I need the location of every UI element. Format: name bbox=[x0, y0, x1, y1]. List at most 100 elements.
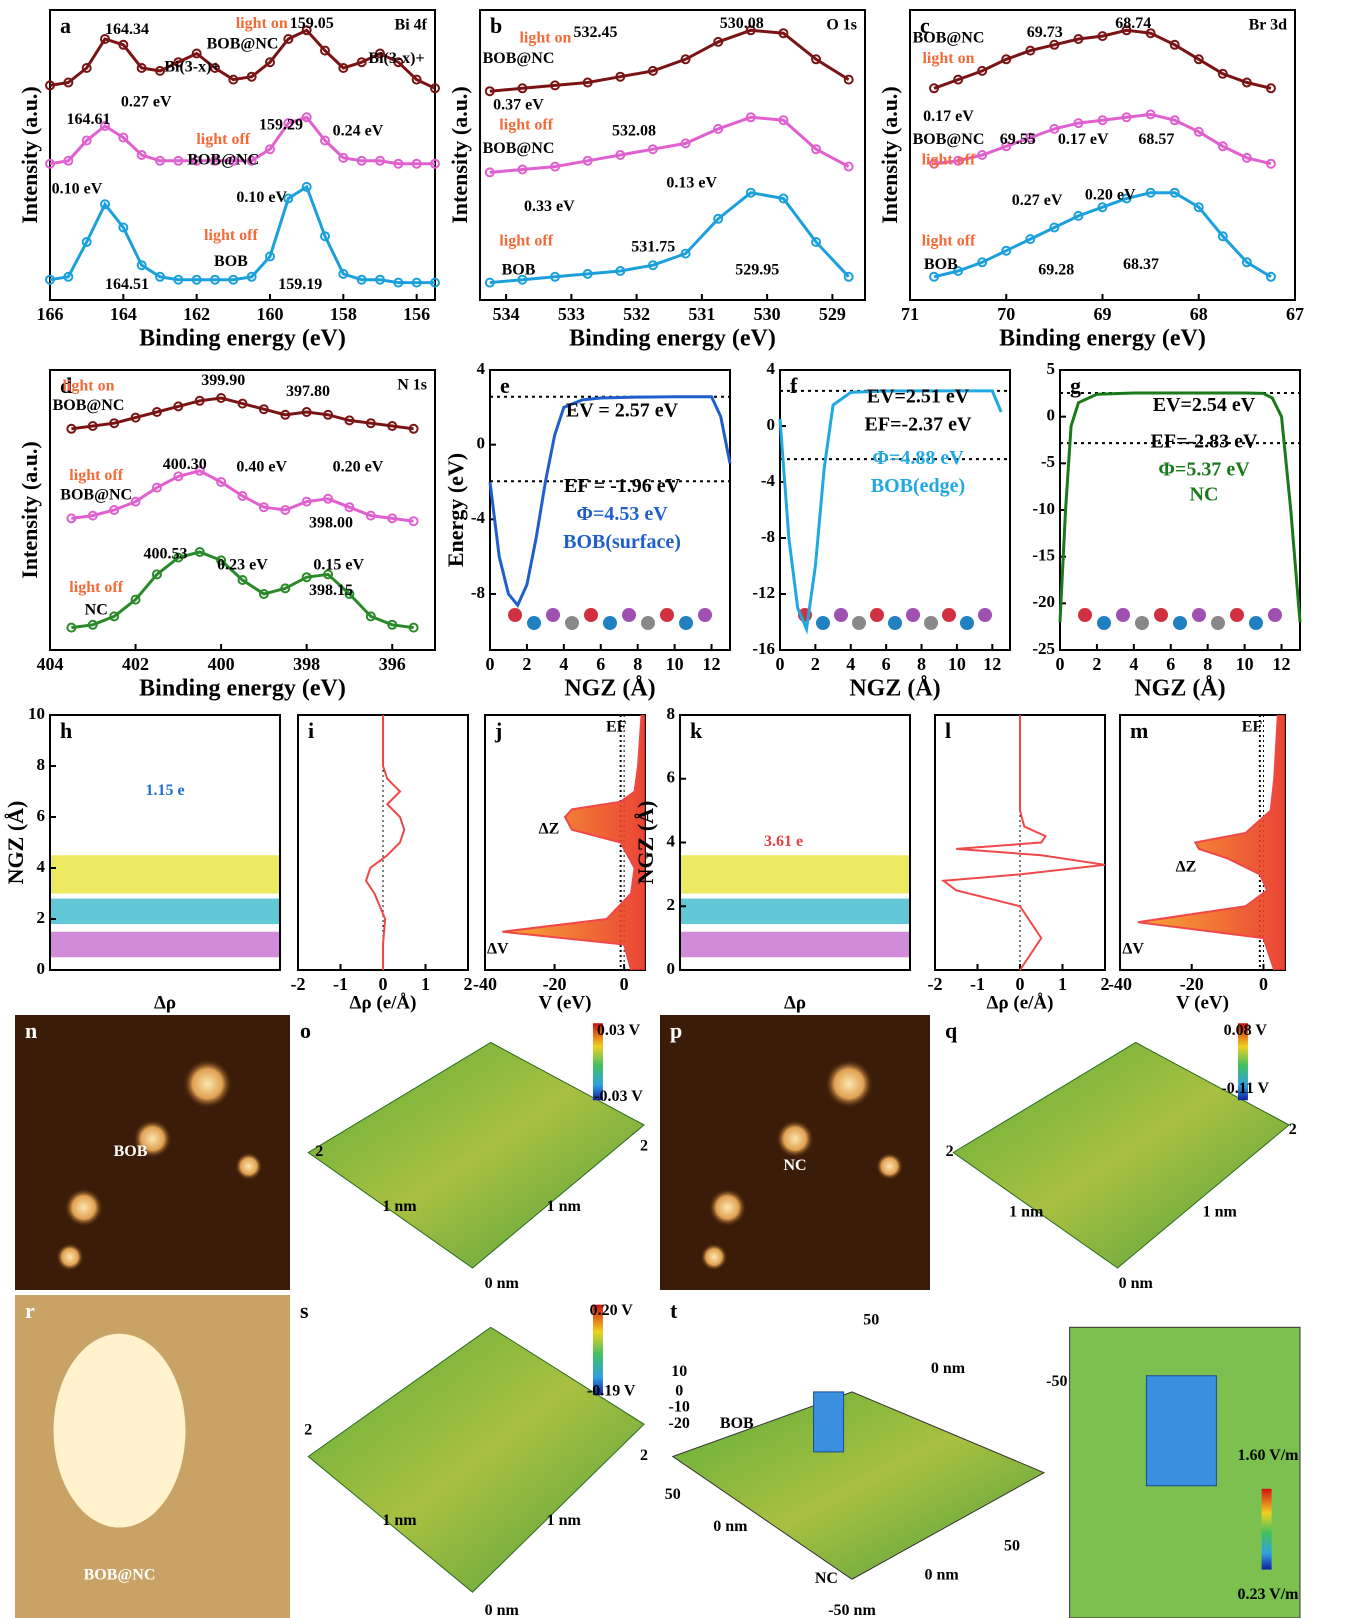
annotation: light off bbox=[196, 131, 250, 148]
figure: 166164162160158156Binding energy (eV)Int… bbox=[0, 0, 1351, 1618]
annotation: 2 bbox=[304, 1421, 312, 1438]
y-tick-label: -20 bbox=[1032, 592, 1055, 611]
y-axis-label: Intensity (a.u.) bbox=[17, 86, 42, 224]
annotation: light off bbox=[69, 579, 123, 596]
annotation: 3.61 e bbox=[764, 833, 803, 850]
annotation: 164.34 bbox=[105, 21, 149, 38]
molecule-atom bbox=[1116, 608, 1130, 622]
x-tick-label: 10 bbox=[1236, 654, 1254, 674]
annotation: BOB bbox=[214, 253, 248, 270]
annotation: 0 nm bbox=[924, 1567, 959, 1584]
annotation: 0.23 V/m bbox=[1237, 1586, 1299, 1603]
x-axis-label: V (eV) bbox=[539, 992, 592, 1013]
annotation: 0.08 V bbox=[1224, 1022, 1268, 1039]
x-tick-label: 530 bbox=[754, 304, 781, 324]
annotation: BOB@NC bbox=[53, 397, 125, 414]
y-axis-label: NGZ (Å) bbox=[633, 801, 658, 885]
annotation: NC bbox=[85, 601, 108, 618]
x-tick-label: 402 bbox=[122, 654, 149, 674]
annotation: 1 nm bbox=[1203, 1204, 1238, 1221]
annotation: 1 nm bbox=[1009, 1204, 1044, 1221]
molecule-atom bbox=[1135, 616, 1149, 630]
y-axis-label: Energy (eV) bbox=[443, 453, 468, 567]
decoration bbox=[825, 1059, 874, 1108]
annotation: BOB@NC bbox=[207, 35, 279, 52]
element-label: O 1s bbox=[826, 17, 857, 34]
y-tick-label: 0 bbox=[477, 434, 486, 453]
y-tick-label: -5 bbox=[1041, 452, 1055, 471]
x-tick-label: 158 bbox=[330, 304, 357, 324]
series-line bbox=[490, 397, 730, 606]
molecule-atom bbox=[546, 608, 560, 622]
x-axis-label: Binding energy (eV) bbox=[139, 326, 346, 352]
annotation: EF=-2.37 eV bbox=[865, 414, 972, 436]
panel-letter: k bbox=[690, 718, 703, 743]
panel-letter: a bbox=[60, 13, 71, 38]
molecule-atom bbox=[852, 616, 866, 630]
x-tick-label: 533 bbox=[558, 304, 585, 324]
molecule-atom bbox=[1211, 616, 1225, 630]
x-tick-label: 0 bbox=[776, 654, 785, 674]
x-tick-label: 6 bbox=[882, 654, 891, 674]
annotation: light on bbox=[62, 377, 114, 394]
annotation: light off bbox=[922, 151, 976, 168]
annotation: 159.05 bbox=[290, 15, 334, 32]
annotation: -10 bbox=[669, 1399, 690, 1416]
annotation: -0.11 V bbox=[1221, 1080, 1269, 1097]
y-tick-label: -25 bbox=[1032, 639, 1055, 658]
y-tick-label: 6 bbox=[667, 768, 676, 787]
x-tick-label: 0 bbox=[379, 974, 388, 994]
panel-letter: t bbox=[670, 1298, 678, 1323]
annotation: BOB(surface) bbox=[563, 531, 681, 553]
annotation: Φ=4.53 eV bbox=[576, 503, 668, 525]
annotation: EV=2.51 eV bbox=[867, 386, 970, 408]
annotation: 398.00 bbox=[309, 515, 353, 532]
decoration bbox=[701, 1244, 728, 1271]
profile-fill bbox=[502, 715, 645, 970]
annotation: 399.90 bbox=[201, 372, 245, 389]
annotation: ΔV bbox=[1122, 940, 1144, 957]
plot-frame bbox=[780, 370, 1010, 650]
annotation: BOB@NC bbox=[483, 140, 555, 157]
x-tick-label: -2 bbox=[928, 974, 943, 994]
decoration bbox=[183, 1059, 233, 1109]
annotation: 10 bbox=[671, 1363, 687, 1380]
molecule-atom bbox=[641, 616, 655, 630]
annotation: 0.27 eV bbox=[121, 93, 172, 110]
annotation: 400.30 bbox=[163, 456, 207, 473]
decoration bbox=[680, 855, 910, 893]
x-tick-label: 0 bbox=[1056, 654, 1065, 674]
annotation: BOB@NC bbox=[913, 30, 985, 47]
profile-line bbox=[366, 715, 404, 970]
x-tick-label: 6 bbox=[596, 654, 605, 674]
molecule-atom bbox=[924, 616, 938, 630]
y-tick-label: -16 bbox=[752, 639, 775, 658]
x-tick-label: 404 bbox=[37, 654, 64, 674]
y-tick-label: 0 bbox=[767, 415, 776, 434]
annotation: -0.03 V bbox=[594, 1088, 643, 1105]
x-tick-label: 68 bbox=[1190, 304, 1208, 324]
x-axis-label: Δρ (e/Å) bbox=[350, 992, 417, 1013]
annotation: EF = -1.96 eV bbox=[564, 475, 681, 497]
annotation: light on bbox=[236, 15, 288, 32]
annotation: 398.15 bbox=[309, 582, 353, 599]
element-label: Bi 4f bbox=[395, 17, 428, 34]
panel-letter: q bbox=[945, 1018, 958, 1043]
x-tick-label: 10 bbox=[666, 654, 684, 674]
annotation: 69.73 bbox=[1027, 24, 1063, 41]
element-label: Br 3d bbox=[1249, 17, 1287, 34]
x-axis-label: Δρ bbox=[784, 992, 806, 1013]
panel-letter: h bbox=[60, 718, 72, 743]
x-tick-label: -40 bbox=[1108, 974, 1132, 994]
x-tick-label: 398 bbox=[293, 654, 320, 674]
molecule-atom bbox=[679, 616, 693, 630]
x-tick-label: 2 bbox=[522, 654, 531, 674]
decoration bbox=[814, 1392, 844, 1452]
y-tick-label: 6 bbox=[37, 806, 46, 825]
panel-letter: m bbox=[1130, 718, 1148, 743]
y-tick-label: 2 bbox=[37, 908, 46, 927]
panel-letter: j bbox=[494, 718, 502, 743]
x-tick-label: -1 bbox=[333, 974, 348, 994]
x-tick-label: 0 bbox=[620, 974, 629, 994]
molecule-atom bbox=[584, 608, 598, 622]
